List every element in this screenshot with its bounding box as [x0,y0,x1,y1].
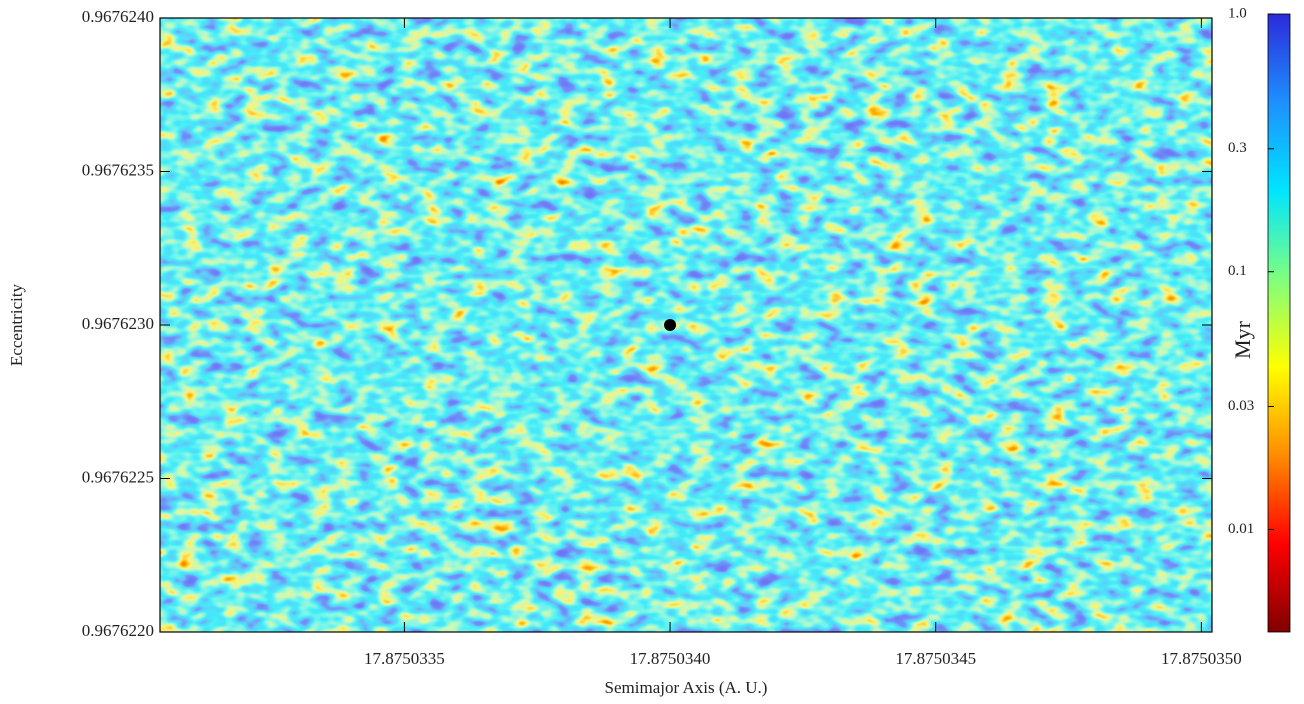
y-tick-label: 0.9676230 [82,314,154,333]
colorbar [1267,13,1291,633]
y-tick-label: 0.9676235 [82,160,154,179]
colorbar-tick-label: 1.0 [1228,5,1247,21]
x-tick-label: 17.8750340 [630,649,711,668]
colorbar-tick-label: 0.03 [1228,398,1254,414]
x-tick-label: 17.8750335 [364,649,445,668]
colorbar-tick-label: 0.3 [1228,140,1247,156]
x-axis-label: Semimajor Axis (A. U.) [605,678,768,697]
x-tick-label: 17.8750350 [1161,649,1242,668]
colorbar-tick-label: 0.01 [1228,521,1254,537]
y-tick-label: 0.9676225 [82,467,154,486]
colorbar-label: Myr [1230,320,1255,359]
y-axis-label: Eccentricity [7,283,26,366]
marker-point [664,319,677,331]
colorbar-tick-label: 0.1 [1228,263,1247,279]
y-tick-label: 0.9676240 [82,7,154,26]
y-tick-label: 0.9676220 [82,621,154,640]
x-tick-label: 17.8750345 [895,649,976,668]
heatmap-texture [160,18,1212,632]
